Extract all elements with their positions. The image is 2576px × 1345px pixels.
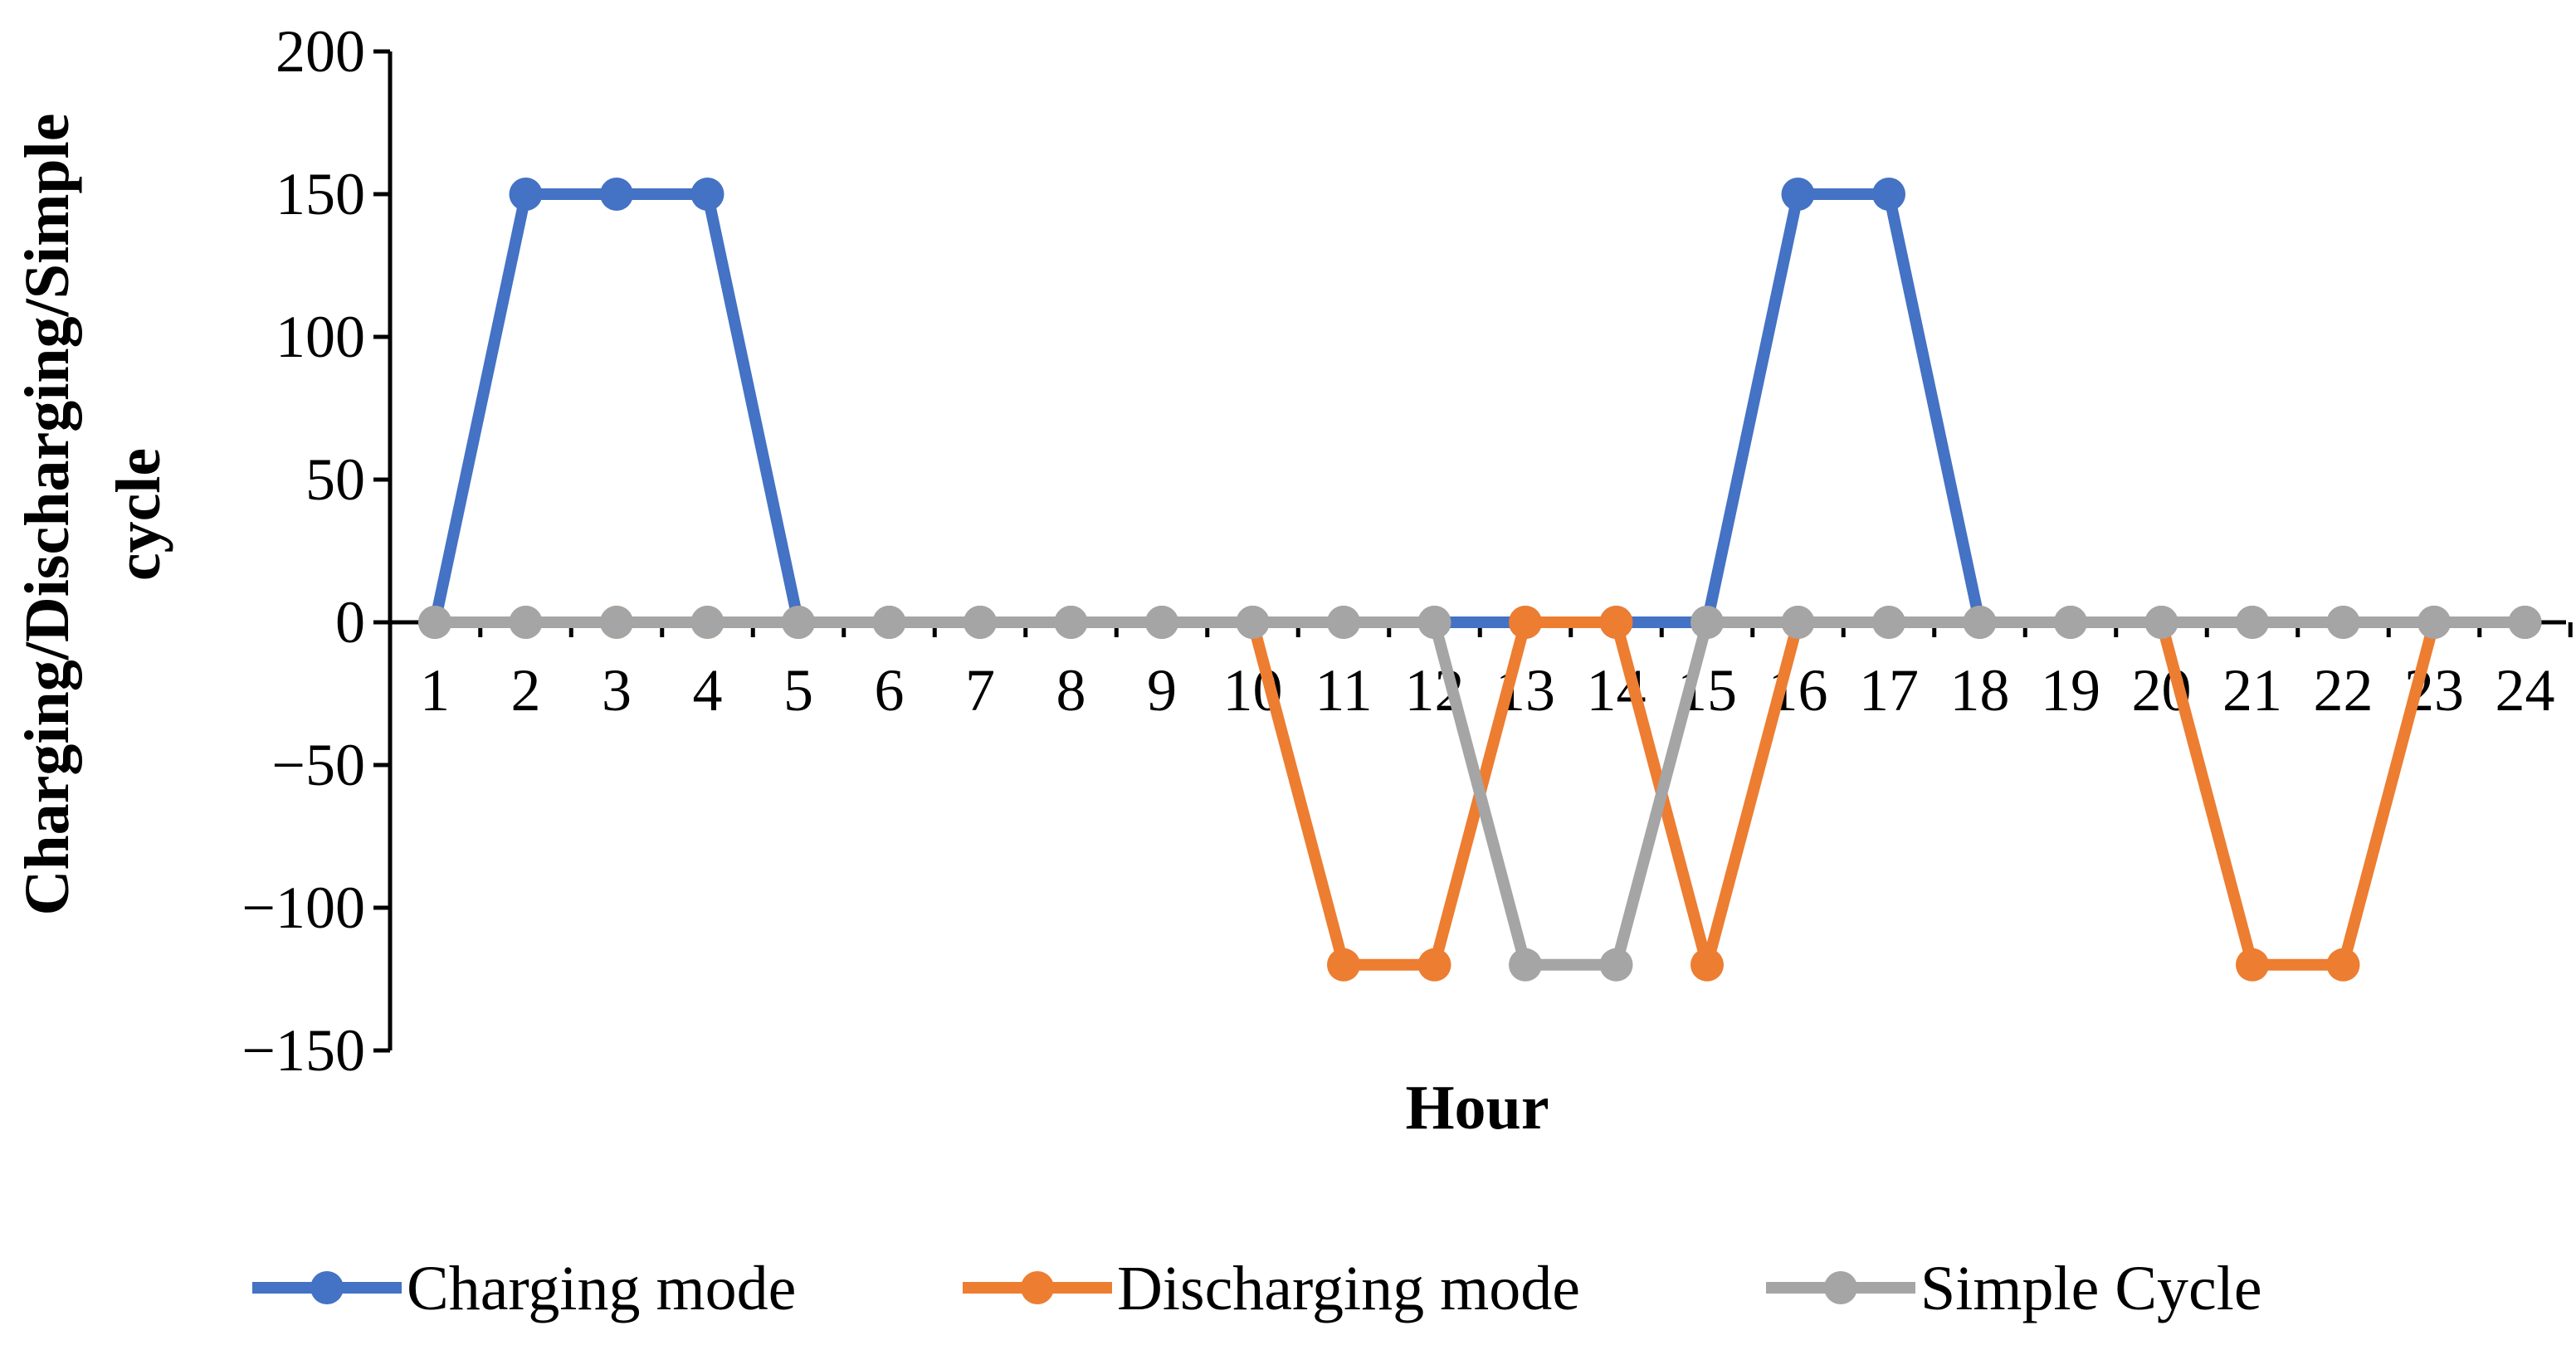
x-tick-label: 4 xyxy=(693,657,723,724)
x-tick-label: 5 xyxy=(783,657,813,724)
legend-item: Charging mode xyxy=(252,1254,796,1323)
data-point xyxy=(690,606,724,639)
data-point xyxy=(690,178,724,211)
x-tick-label: 2 xyxy=(511,657,541,724)
data-point xyxy=(1781,178,1815,211)
data-point xyxy=(418,606,451,639)
data-point xyxy=(1145,606,1178,639)
data-point xyxy=(964,606,997,639)
data-point xyxy=(782,606,815,639)
x-tick-label: 19 xyxy=(2041,657,2100,724)
data-point xyxy=(1509,948,1542,982)
y-axis-title-line-2: cycle xyxy=(104,448,173,581)
data-point xyxy=(600,178,633,211)
data-point xyxy=(2326,948,2360,982)
y-tick-label: 50 xyxy=(305,446,365,513)
data-point xyxy=(2508,606,2542,639)
data-point xyxy=(1509,606,1542,639)
series-simple-cycle xyxy=(418,606,2542,982)
y-tick-label: −100 xyxy=(242,875,365,941)
y-tick-label: 200 xyxy=(276,18,365,85)
x-axis-title: Hour xyxy=(1405,1073,1549,1143)
data-point xyxy=(2054,606,2087,639)
data-point xyxy=(1599,606,1633,639)
y-tick-label: −150 xyxy=(242,1017,365,1084)
data-point xyxy=(1872,606,1905,639)
x-tick-label: 22 xyxy=(2314,657,2374,724)
x-tick-label: 18 xyxy=(1950,657,2010,724)
y-tick-label: −50 xyxy=(271,732,365,798)
data-point xyxy=(1872,178,1905,211)
data-point xyxy=(509,178,543,211)
data-point xyxy=(2144,606,2178,639)
y-axis-title-line-1: Charging/Discharging/Simple xyxy=(12,114,82,916)
data-point xyxy=(2417,606,2451,639)
x-tick-label: 21 xyxy=(2222,657,2282,724)
x-tick-label: 9 xyxy=(1147,657,1177,724)
data-point xyxy=(1781,606,1815,639)
y-axis-ticks: 200 150 100 50 0 −50 −100 −150 xyxy=(242,18,390,1084)
x-tick-label: 8 xyxy=(1056,657,1086,724)
y-tick-label: 100 xyxy=(276,304,365,370)
data-point xyxy=(872,606,906,639)
x-tick-label: 11 xyxy=(1315,657,1372,724)
legend: Charging mode Discharging mode Simple Cycl… xyxy=(252,1254,2262,1323)
data-point xyxy=(600,606,633,639)
data-point xyxy=(2236,606,2269,639)
data-point xyxy=(1963,606,1997,639)
x-tick-label: 6 xyxy=(875,657,905,724)
legend-label: Discharging mode xyxy=(1117,1254,1580,1323)
data-point xyxy=(1327,606,1360,639)
data-point xyxy=(1690,948,1724,982)
legend-label: Charging mode xyxy=(407,1254,796,1323)
legend-item: Discharging mode xyxy=(963,1254,1580,1323)
data-point xyxy=(509,606,543,639)
data-point xyxy=(1417,948,1451,982)
data-point xyxy=(2236,948,2269,982)
y-axis-title: Charging/Discharging/Simple cycle xyxy=(12,114,173,916)
x-tick-label: 1 xyxy=(420,657,450,724)
data-point xyxy=(2326,606,2360,639)
legend-label: Simple Cycle xyxy=(1920,1254,2262,1323)
legend-swatch-marker xyxy=(1021,1271,1054,1304)
series-layer xyxy=(418,178,2542,982)
x-tick-label: 7 xyxy=(965,657,995,724)
x-tick-label: 17 xyxy=(1859,657,1919,724)
data-point xyxy=(1690,606,1724,639)
legend-item: Simple Cycle xyxy=(1766,1254,2262,1323)
data-point xyxy=(1236,606,1270,639)
legend-swatch-marker xyxy=(1824,1271,1857,1304)
y-tick-label: 0 xyxy=(335,589,365,655)
series-charging-mode xyxy=(418,178,2542,639)
x-tick-label: 24 xyxy=(2496,657,2555,724)
data-point xyxy=(1417,606,1451,639)
legend-swatch-marker xyxy=(310,1271,344,1304)
series-line xyxy=(429,188,2525,628)
x-axis-ticks: 1 2 3 4 5 6 7 8 9 10 11 12 13 14 15 16 17 18 19 20 21 22 23 24 xyxy=(420,622,2573,724)
data-point xyxy=(1327,948,1360,982)
x-tick-label: 3 xyxy=(602,657,632,724)
data-point xyxy=(1054,606,1088,639)
y-tick-label: 150 xyxy=(276,161,365,227)
data-point xyxy=(1599,948,1633,982)
